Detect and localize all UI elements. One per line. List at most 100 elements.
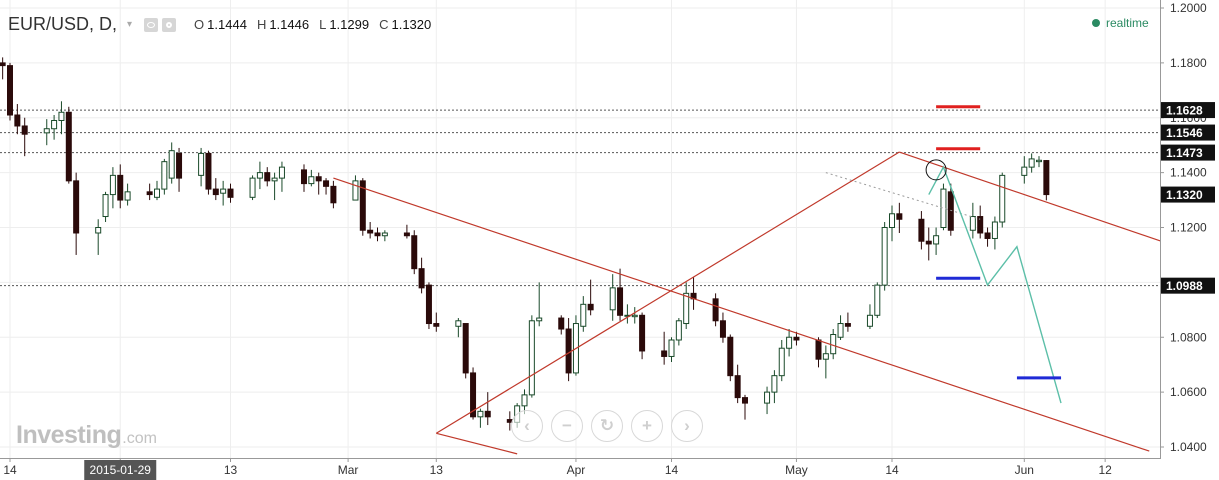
plus-icon: + [642,416,652,435]
x-tick-label: Mar [338,463,359,477]
candle [301,164,307,192]
high-label: H [256,17,267,32]
candle-body [271,177,278,182]
candle-body [631,314,638,318]
circle-marker [925,159,947,181]
candle [51,115,58,140]
candle-body [712,298,719,322]
candle-body [999,174,1006,223]
candle [249,175,256,201]
candle-body [778,347,785,377]
candle-body [264,172,271,182]
candle-body [764,391,771,404]
candle-body [558,317,565,330]
y-tick-label: 1.0800 [1170,330,1207,344]
candle [1043,160,1050,201]
candles [0,57,1050,431]
logo-brand: Investing [16,421,122,449]
price-label-box [1161,144,1215,161]
symbol-title[interactable]: EUR/USD, D, [8,14,118,34]
candle-body [470,372,477,418]
candle [558,315,565,335]
candle [484,392,491,426]
candle [793,331,800,346]
candle-body [124,191,131,201]
realtime-indicator: realtime [1092,16,1149,30]
candle [521,389,528,415]
candle-body [418,268,425,289]
candle [117,164,124,209]
candle [668,337,675,362]
candle [719,312,726,343]
x-crosshair-date-box [84,460,157,480]
candle [918,211,925,250]
candle-body [146,191,153,196]
open-value: 1.1444 [207,17,247,32]
candle-body [330,185,337,204]
candle-body [1043,160,1050,196]
candle [815,337,822,368]
candle-body [154,188,160,198]
chevron-down-icon[interactable]: ▾ [127,19,133,30]
candle [433,312,440,332]
candle-body [1021,166,1028,176]
price-label-box [1161,124,1215,141]
candle [690,276,697,310]
gear-icon[interactable] [162,17,177,32]
candle [947,183,954,236]
candle [969,202,976,239]
candle-body [668,339,675,357]
scroll-left-button[interactable]: ‹ [511,410,543,442]
candle [675,318,682,346]
candle-body [278,166,285,179]
price-label-box [1161,277,1215,294]
reset-button[interactable]: ↻ [591,410,623,442]
candle-body [117,174,124,201]
candle-body [212,188,219,196]
candle-body [21,125,28,135]
candle [176,147,183,192]
grid-layer [0,0,1160,458]
candle-body [65,111,72,182]
candle [418,257,425,294]
candle-body [889,213,895,228]
candle-body [830,334,837,355]
chevron-right-icon: › [684,416,690,435]
y-tick-label: 1.1200 [1170,221,1207,235]
candle-body [198,152,205,176]
candle [73,172,80,255]
candle-body [536,317,543,322]
candle [43,119,50,146]
candle-body [301,169,307,185]
candle [786,329,793,357]
candle-body [933,235,940,245]
candle [1021,156,1028,184]
candle [220,180,227,206]
candle [933,227,940,255]
candle-body [73,180,80,234]
candle-body [205,152,212,190]
candle [205,150,212,195]
candle-body [455,320,462,327]
candle [771,370,778,404]
candle [977,205,984,239]
candle [95,219,102,255]
zoom-in-button[interactable]: + [631,410,663,442]
candle [271,172,278,201]
candle [65,106,72,184]
candle-body [323,180,330,187]
candle [161,158,168,195]
scroll-right-button[interactable]: › [671,410,703,442]
zoom-out-button[interactable]: − [551,410,583,442]
x-tick-label: Apr [567,463,586,477]
candle-body [528,320,535,396]
candle-body [617,287,624,316]
x-tick-label: May [785,463,808,477]
visibility-toggle-icon[interactable] [144,17,159,32]
candle-body [771,375,778,393]
candle [154,180,160,201]
high-value: 1.1446 [269,17,310,32]
x-tick-label: 13 [430,463,444,477]
